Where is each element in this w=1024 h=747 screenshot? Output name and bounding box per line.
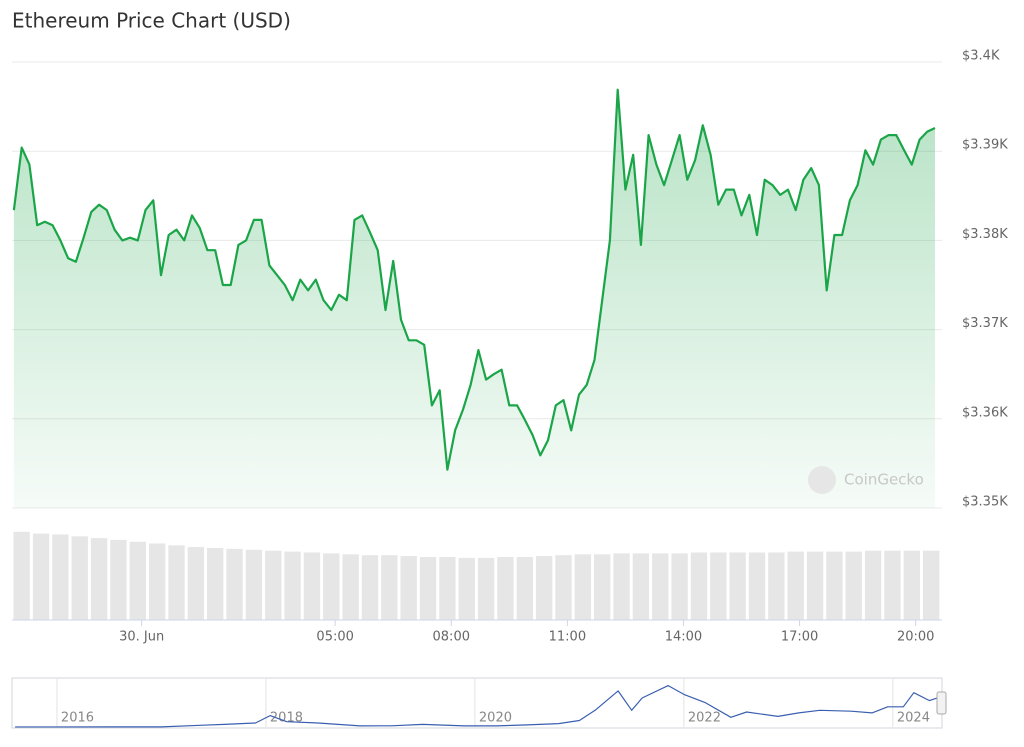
volume-bar: [323, 553, 340, 620]
volume-bar: [13, 531, 30, 620]
y-tick-label: $3.37K: [962, 316, 1008, 331]
chart-title: Ethereum Price Chart (USD): [12, 9, 291, 33]
volume-bar: [864, 550, 882, 620]
y-tick-label: $3.38K: [962, 227, 1008, 242]
volume-bar: [110, 539, 127, 620]
x-tick-label: 11:00: [549, 630, 586, 645]
volume-bar: [148, 543, 166, 620]
volume-bar: [748, 552, 766, 620]
x-tick-label: 2020: [479, 711, 512, 726]
x-tick-label: 14:00: [665, 630, 702, 645]
volume-bar: [381, 555, 398, 620]
x-tick-label: 20:00: [897, 630, 934, 645]
volume-bar: [284, 551, 301, 620]
volume-bar: [303, 552, 321, 620]
volume-bar: [555, 555, 572, 620]
volume-bar: [458, 557, 475, 620]
volume-bar: [361, 555, 379, 620]
x-tick-label: 17:00: [781, 630, 818, 645]
x-tick-label: 05:00: [316, 630, 353, 645]
navigator-handle[interactable]: [936, 691, 947, 715]
x-tick-label: 2024: [897, 711, 930, 726]
volume-bar: [826, 551, 843, 620]
watermark: CoinGecko: [808, 466, 924, 494]
volume-bar: [729, 552, 746, 620]
volume-bar: [419, 557, 437, 620]
y-tick-label: $3.4K: [962, 49, 1000, 64]
volume-bar: [439, 557, 456, 620]
x-tick-label: 2016: [61, 711, 94, 726]
volume-bar: [207, 548, 224, 620]
volume-bar: [32, 533, 50, 620]
volume-bar: [129, 541, 146, 620]
volume-bar: [265, 550, 282, 620]
price-area: [13, 89, 935, 508]
volume-bar: [52, 534, 69, 620]
volume-bar: [516, 557, 533, 620]
volume-bar: [613, 553, 630, 620]
volume-bar: [226, 548, 243, 620]
volume-bar: [90, 538, 108, 620]
volume-bar: [477, 557, 495, 620]
watermark-text: CoinGecko: [844, 471, 924, 489]
x-tick-label: 2022: [688, 711, 721, 726]
volume-bar: [497, 557, 514, 620]
y-tick-label: $3.39K: [962, 138, 1008, 153]
volume-bar: [400, 556, 417, 620]
volume-bar: [710, 552, 727, 620]
volume-bar: [574, 554, 592, 620]
x-tick-label: 2018: [270, 711, 303, 726]
volume-bar: [845, 551, 862, 620]
price-line: [12, 88, 936, 471]
volume-bar: [690, 552, 708, 620]
y-tick-label: $3.36K: [962, 405, 1008, 420]
volume-bar: [168, 545, 185, 620]
volume-bar: [768, 552, 785, 620]
volume-bar: [245, 549, 263, 620]
volume-bar: [652, 553, 669, 620]
volume-bar: [884, 550, 901, 620]
volume-bar: [671, 553, 688, 620]
volume-bar: [535, 556, 553, 620]
volume-bar: [187, 547, 205, 620]
volume-bar: [342, 554, 359, 620]
navigator-frame: [11, 677, 943, 729]
volume-bar: [71, 536, 88, 620]
volume-bar: [922, 550, 940, 620]
volume-bar: [903, 550, 920, 620]
x-tick-label: 30. Jun: [119, 630, 164, 645]
volume-bar: [632, 553, 650, 620]
volume-bar: [787, 551, 804, 620]
watermark-logo: [808, 466, 836, 494]
volume-bar: [806, 551, 824, 620]
navigator-line: [15, 685, 941, 728]
x-tick-label: 08:00: [433, 630, 470, 645]
volume-bar: [594, 554, 611, 620]
y-tick-label: $3.35K: [962, 495, 1008, 510]
